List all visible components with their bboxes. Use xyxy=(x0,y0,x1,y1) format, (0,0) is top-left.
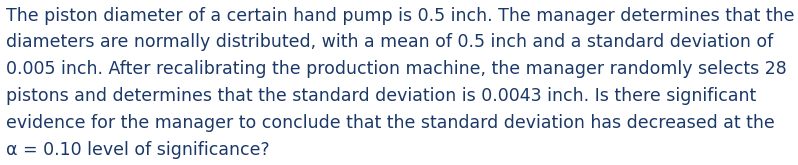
Text: α = 0.10 level of significance?: α = 0.10 level of significance? xyxy=(6,141,270,159)
Text: 0.005 inch. After recalibrating the production machine, the manager randomly sel: 0.005 inch. After recalibrating the prod… xyxy=(6,60,787,78)
Text: The piston diameter of a certain hand pump is 0.5 inch. The manager determines t: The piston diameter of a certain hand pu… xyxy=(6,7,795,25)
Text: pistons and determines that the standard deviation is 0.0043 inch. Is there sign: pistons and determines that the standard… xyxy=(6,87,757,105)
Text: diameters are normally distributed, with a mean of 0.5 inch and a standard devia: diameters are normally distributed, with… xyxy=(6,33,773,51)
Text: evidence for the manager to conclude that the standard deviation has decreased a: evidence for the manager to conclude tha… xyxy=(6,114,775,132)
